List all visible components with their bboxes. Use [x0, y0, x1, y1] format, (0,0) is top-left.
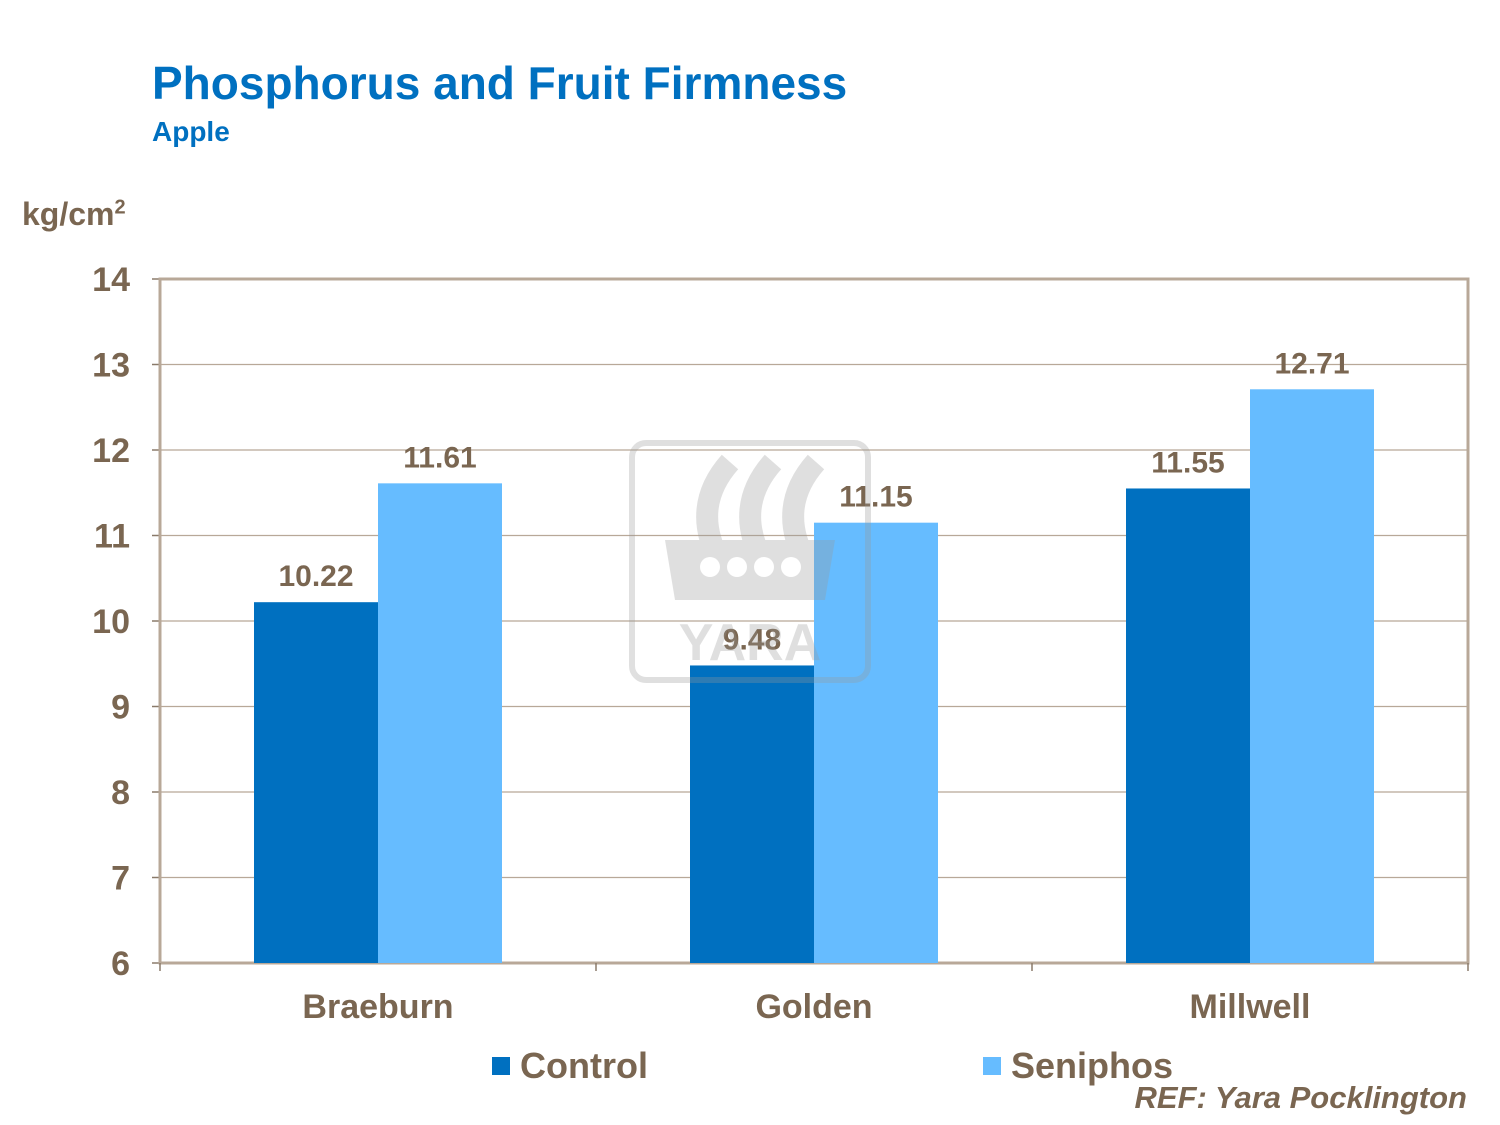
data-label: 11.61 [403, 441, 476, 474]
chart-title: Phosphorus and Fruit Firmness [152, 57, 848, 109]
bar-control [1126, 488, 1250, 963]
bar-seniphos [814, 522, 938, 963]
data-label: 12.71 [1274, 347, 1349, 380]
yara-logo-watermark: YARA [629, 440, 871, 683]
chart-subtitle: Apple [152, 116, 230, 147]
bar-seniphos [1250, 389, 1374, 963]
reference-note: REF: Yara Pocklington [1134, 1080, 1467, 1115]
y-tick-label: 13 [92, 347, 130, 385]
watermark-sail-stripe [782, 454, 825, 568]
watermark-shield [754, 557, 774, 577]
x-tick-label: Golden [755, 988, 872, 1026]
watermark-sail-stripe [739, 454, 782, 568]
y-axis-label: kg/cm2 [22, 196, 126, 233]
y-tick-label: 8 [111, 774, 130, 812]
watermark-text: YARA [679, 614, 822, 672]
watermark-shield [727, 557, 747, 577]
y-tick-label: 9 [111, 689, 130, 727]
y-tick-label: 10 [92, 603, 130, 641]
legend-swatch-seniphos [983, 1057, 1001, 1075]
y-tick-label: 14 [92, 261, 130, 299]
bar-control [254, 602, 378, 963]
x-tick-label: Braeburn [302, 988, 453, 1026]
legend-label: Seniphos [1011, 1045, 1173, 1086]
watermark-sail-stripe [696, 454, 739, 568]
legend-label: Control [520, 1045, 648, 1086]
watermark-shield [700, 557, 720, 577]
watermark-shield [781, 557, 801, 577]
bar-seniphos [378, 483, 502, 963]
y-axis-label-text: kg/cm [22, 196, 115, 232]
y-tick-label: 11 [94, 518, 130, 556]
watermark-ship-hull [665, 540, 835, 600]
bar-control [690, 665, 814, 963]
data-label: 11.55 [1151, 446, 1224, 479]
data-label: 10.22 [278, 560, 353, 593]
y-tick-label: 7 [111, 860, 130, 898]
watermark-frame [629, 440, 871, 683]
legend-swatch-control [492, 1057, 510, 1075]
y-tick-label: 12 [92, 432, 130, 470]
y-axis-label-superscript: 2 [114, 196, 126, 219]
y-tick-label: 6 [111, 945, 130, 983]
data-label: 11.15 [839, 481, 912, 514]
data-label: 9.48 [723, 623, 781, 656]
x-tick-label: Millwell [1190, 988, 1311, 1026]
